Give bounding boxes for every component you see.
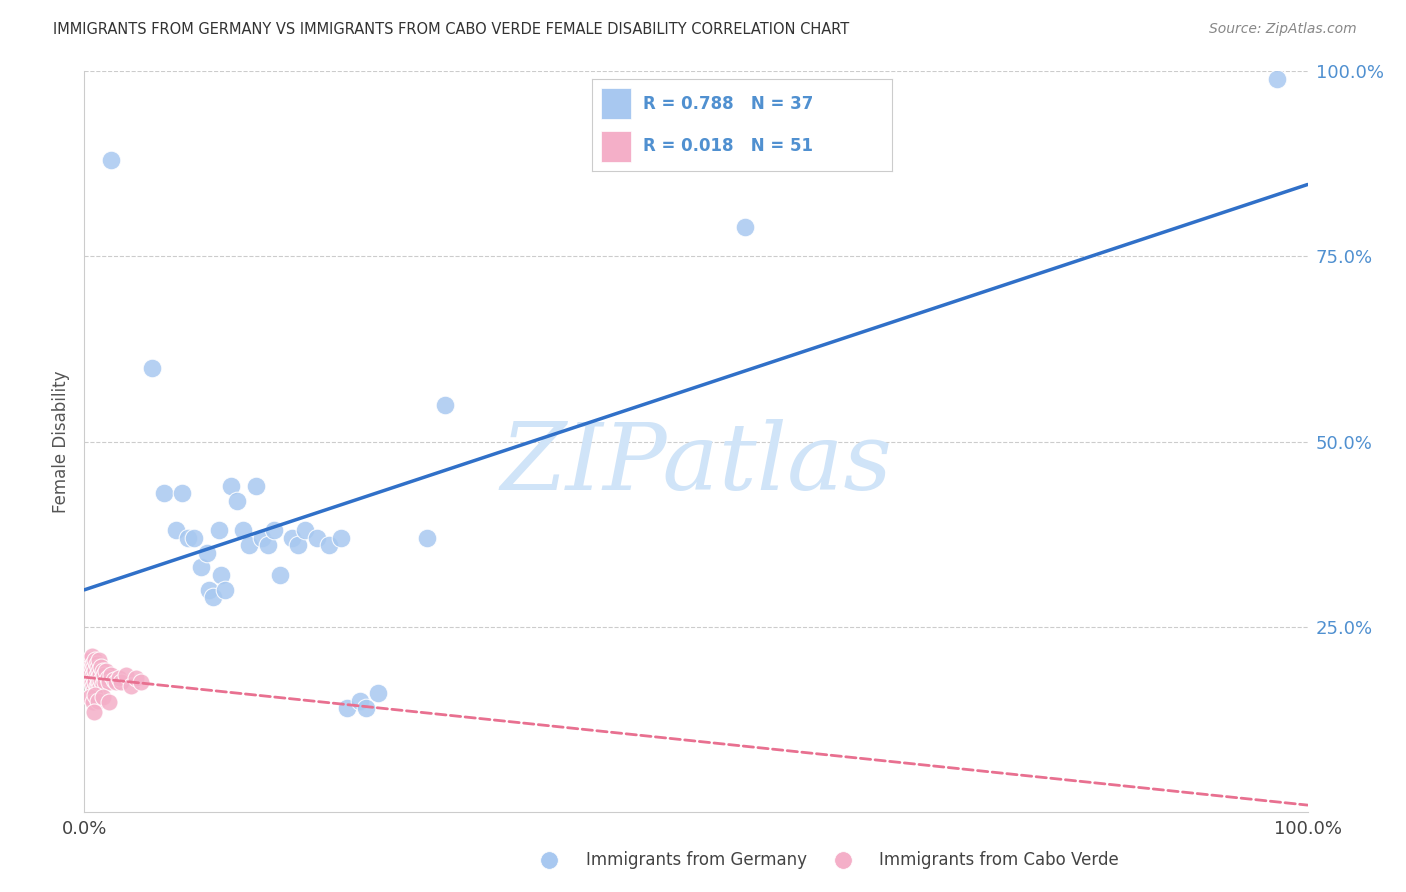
Point	[250, 531, 273, 545]
Point	[257, 538, 280, 552]
Point	[120, 679, 142, 693]
Point	[238, 538, 260, 552]
Point	[97, 695, 120, 709]
Point	[105, 675, 128, 690]
Point	[86, 657, 108, 671]
Text: Source: ZipAtlas.com: Source: ZipAtlas.com	[1209, 22, 1357, 37]
Point	[90, 660, 112, 674]
Point	[107, 672, 129, 686]
Point	[84, 675, 107, 690]
Point	[183, 531, 205, 545]
Point	[100, 153, 122, 168]
Point	[93, 667, 115, 681]
Point	[129, 675, 152, 690]
Point	[97, 675, 120, 690]
Point	[96, 664, 118, 678]
Point	[87, 653, 110, 667]
Text: Immigrants from Germany: Immigrants from Germany	[586, 851, 807, 869]
Point	[165, 524, 187, 538]
Point	[219, 479, 242, 493]
Point	[153, 486, 176, 500]
Point	[84, 688, 107, 702]
Point	[89, 681, 111, 695]
Text: ZIPatlas: ZIPatlas	[501, 418, 891, 508]
Point	[208, 524, 231, 538]
Point	[110, 675, 132, 690]
Point	[79, 667, 101, 681]
Point	[831, 853, 853, 867]
Point	[103, 673, 125, 687]
Point	[90, 673, 112, 687]
Point	[172, 486, 194, 500]
Point	[87, 672, 110, 686]
Point	[214, 582, 236, 597]
Point	[198, 582, 221, 597]
Point	[77, 653, 100, 667]
Point	[86, 679, 108, 693]
Point	[201, 590, 224, 604]
Point	[100, 667, 122, 681]
Point	[195, 546, 218, 560]
Point	[97, 672, 120, 686]
Point	[318, 538, 340, 552]
Point	[82, 695, 104, 709]
Point	[87, 664, 110, 678]
Point	[84, 664, 107, 678]
Point	[177, 531, 200, 545]
Point	[232, 524, 254, 538]
Point	[87, 675, 110, 690]
Point	[86, 667, 108, 681]
Point	[190, 560, 212, 574]
Point	[79, 660, 101, 674]
Text: Immigrants from Cabo Verde: Immigrants from Cabo Verde	[880, 851, 1119, 869]
Point	[91, 664, 114, 678]
Text: IMMIGRANTS FROM GERMANY VS IMMIGRANTS FROM CABO VERDE FEMALE DISABILITY CORRELAT: IMMIGRANTS FROM GERMANY VS IMMIGRANTS FR…	[53, 22, 849, 37]
Point	[80, 660, 103, 674]
Point	[87, 660, 110, 674]
Point	[79, 690, 101, 704]
Point	[87, 681, 110, 695]
Point	[82, 657, 104, 671]
Point	[141, 360, 163, 375]
Point	[87, 694, 110, 708]
Point	[367, 686, 389, 700]
Point	[245, 479, 267, 493]
Point	[538, 853, 561, 867]
Point	[80, 649, 103, 664]
Point	[84, 653, 107, 667]
Point	[336, 701, 359, 715]
Point	[82, 667, 104, 681]
Point	[83, 660, 105, 674]
Point	[82, 679, 104, 693]
Point	[226, 493, 249, 508]
Point	[1265, 71, 1288, 86]
Y-axis label: Female Disability: Female Disability	[52, 370, 70, 513]
Point	[305, 531, 328, 545]
Point	[80, 675, 103, 690]
Point	[125, 672, 148, 686]
Point	[91, 690, 114, 704]
Point	[734, 219, 756, 234]
Point	[354, 701, 377, 715]
Point	[294, 524, 316, 538]
Point	[89, 667, 111, 681]
Point	[209, 567, 232, 582]
Point	[83, 672, 105, 686]
Point	[91, 677, 114, 691]
Point	[330, 531, 353, 545]
Point	[263, 524, 285, 538]
Point	[83, 705, 105, 719]
Point	[349, 694, 371, 708]
Point	[281, 531, 304, 545]
Point	[287, 538, 309, 552]
Point	[416, 531, 439, 545]
Point	[115, 667, 138, 681]
Point	[434, 398, 457, 412]
Point	[94, 675, 117, 690]
Point	[269, 567, 291, 582]
Point	[83, 682, 105, 697]
